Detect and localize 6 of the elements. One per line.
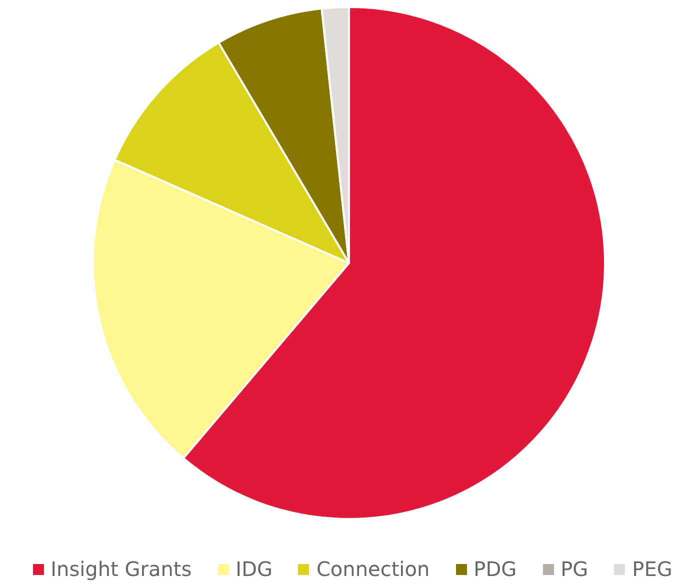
legend-label: PG bbox=[560, 557, 588, 581]
legend-label: Insight Grants bbox=[50, 557, 192, 581]
legend-label: Connection bbox=[316, 557, 430, 581]
legend-label: PDG bbox=[474, 557, 517, 581]
legend-label: IDG bbox=[236, 557, 272, 581]
legend-label: PEG bbox=[632, 557, 672, 581]
